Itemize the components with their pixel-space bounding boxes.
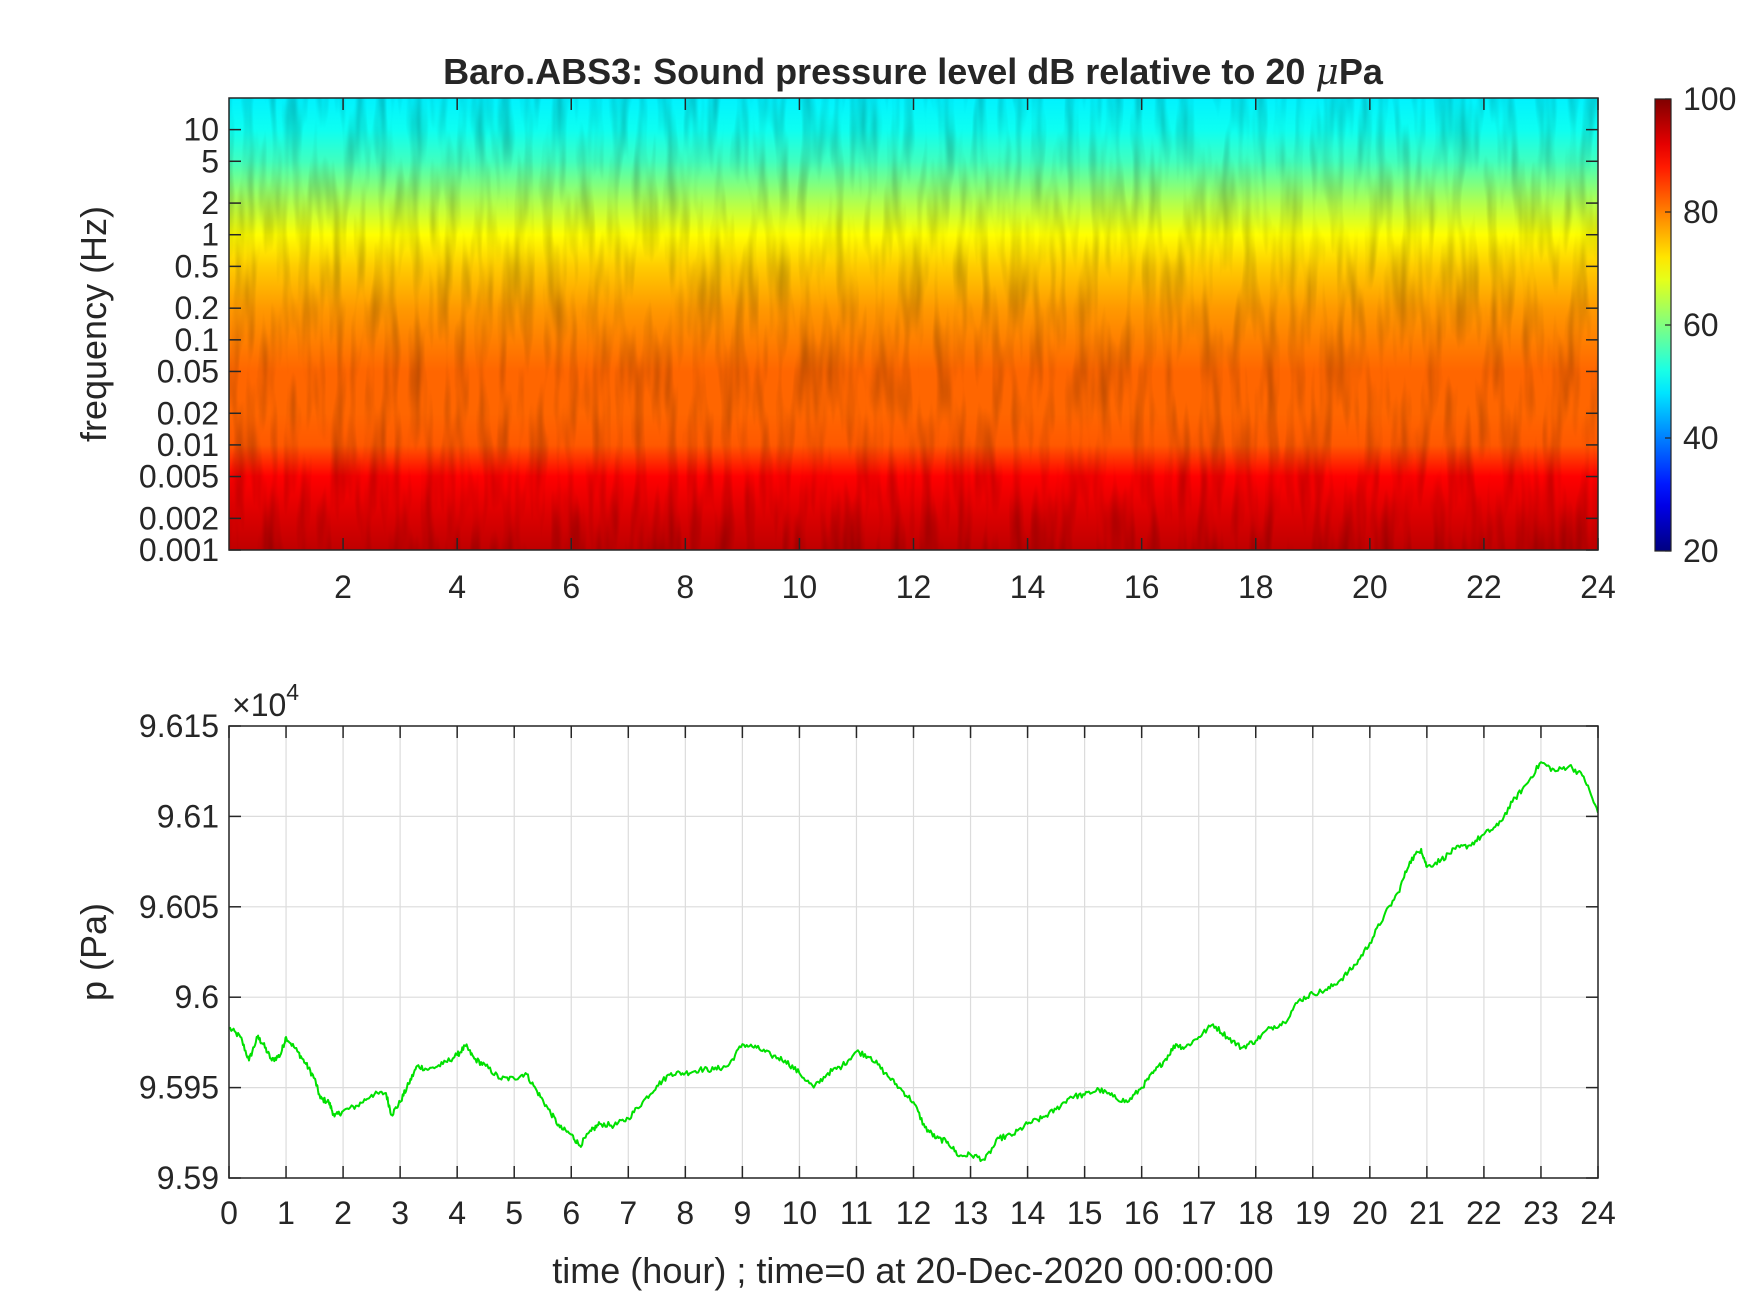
colorbar-tick-label: 80 [1683,194,1719,230]
pressure-x-tick-label: 5 [505,1195,523,1231]
spectrogram-y-tick-label: 0.001 [139,532,219,568]
spectrogram-axes: Baro.ABS3: Sound pressure level dB relat… [73,51,1616,605]
pressure-y-tick-label: 9.59 [157,1160,219,1196]
pressure-x-tick-label: 9 [733,1195,751,1231]
pressure-x-tick-label: 11 [840,1195,873,1231]
spectrogram-y-tick-label: 0.002 [139,500,219,536]
colorbar-tick-label: 100 [1683,81,1736,117]
spectrogram-texture [229,98,1598,550]
pressure-x-tick-label: 19 [1295,1195,1331,1231]
spectrogram-x-tick-label: 10 [782,569,818,605]
pressure-ylabel: p (Pa) [73,903,114,1001]
pressure-x-tick-label: 7 [619,1195,637,1231]
spectrogram-x-tick-label: 14 [1010,569,1046,605]
pressure-axes: 0 1 2 3 4 5 6 7 8 9 10 11 12 13 14 15 16 17 18 19 20 21 22 23 24… [73,679,1616,1291]
colorbar: 20 40 60 80 100 [1654,81,1736,569]
pressure-x-tick-label: 8 [676,1195,694,1231]
pressure-x-tick-label: 23 [1523,1195,1559,1231]
spectrogram-x-tick-label: 12 [896,569,932,605]
spectrogram-y-tick-label: 0.02 [157,395,219,431]
pressure-x-tick-label: 4 [448,1195,466,1231]
pressure-x-tick-label: 13 [953,1195,989,1231]
pressure-x-tick-label: 20 [1352,1195,1388,1231]
pressure-x-ticks: 0 1 2 3 4 5 6 7 8 9 10 11 12 13 14 15 16 17 18 19 20 21 22 23 24 [220,726,1616,1231]
pressure-x-tick-label: 18 [1238,1195,1274,1231]
pressure-x-tick-label: 15 [1067,1195,1103,1231]
colorbar-tick-label: 60 [1683,307,1719,343]
spectrogram-x-tick-label: 18 [1238,569,1274,605]
colorbar-ticks: 20 40 60 80 100 [1665,81,1736,569]
pressure-y-tick-label: 9.6 [175,979,219,1015]
pressure-grid [228,725,1599,1179]
pressure-exponent: ×104 [232,679,299,723]
pressure-x-tick-label: 16 [1124,1195,1160,1231]
pressure-x-tick-label: 2 [334,1195,352,1231]
pressure-x-tick-label: 22 [1466,1195,1502,1231]
spectrogram-x-ticks: 2 4 6 8 10 12 14 16 18 20 22 24 [334,98,1616,605]
spectrogram-x-tick-label: 2 [334,569,352,605]
spectrogram-y-tick-label: 0.01 [157,427,219,463]
pressure-x-tick-label: 3 [391,1195,409,1231]
spectrogram-title: Baro.ABS3: Sound pressure level dB relat… [443,51,1384,93]
pressure-x-tick-label: 21 [1409,1195,1445,1231]
spectrogram-y-tick-label: 10 [183,112,219,148]
pressure-y-tick-label: 9.61 [157,798,219,834]
pressure-x-tick-label: 17 [1181,1195,1217,1231]
pressure-x-tick-label: 24 [1580,1195,1616,1231]
pressure-x-tick-label: 14 [1010,1195,1046,1231]
spectrogram-y-tick-label: 0.005 [139,459,219,495]
colorbar-tick-label: 20 [1683,533,1719,569]
spectrogram-y-tick-label: 0.5 [175,248,219,284]
pressure-y-ticks: 9.59 9.595 9.6 9.605 9.61 9.615 [139,708,1598,1196]
spectrogram-x-tick-label: 4 [448,569,466,605]
spectrogram-y-tick-label: 0.2 [175,290,219,326]
spectrogram-y-tick-label: 5 [201,143,219,179]
pressure-x-tick-label: 0 [220,1195,238,1231]
spectrogram-ylabel: frequency (Hz) [73,206,114,442]
spectrogram-x-tick-label: 16 [1124,569,1160,605]
spectrogram-y-tick-label: 1 [201,217,219,253]
spectrogram-x-tick-label: 8 [676,569,694,605]
colorbar-tick-label: 40 [1683,420,1719,456]
pressure-x-tick-label: 10 [782,1195,818,1231]
pressure-x-tick-label: 1 [277,1195,295,1231]
pressure-x-tick-label: 6 [562,1195,580,1231]
spectrogram-y-tick-label: 0.05 [157,353,219,389]
pressure-y-tick-label: 9.605 [139,889,219,925]
pressure-y-tick-label: 9.595 [139,1070,219,1106]
spectrogram-x-tick-label: 20 [1352,569,1388,605]
spectrogram-x-tick-label: 24 [1580,569,1616,605]
pressure-y-tick-label: 9.615 [139,708,219,744]
spectrogram-x-tick-label: 6 [562,569,580,605]
spectrogram-y-tick-label: 0.1 [175,322,219,358]
spectrogram-x-tick-label: 22 [1466,569,1502,605]
pressure-x-tick-label: 12 [896,1195,932,1231]
pressure-xlabel: time (hour) ; time=0 at 20-Dec-2020 00:0… [552,1250,1273,1291]
pressure-series-line [229,761,1598,1163]
spectrogram-y-tick-label: 2 [201,185,219,221]
